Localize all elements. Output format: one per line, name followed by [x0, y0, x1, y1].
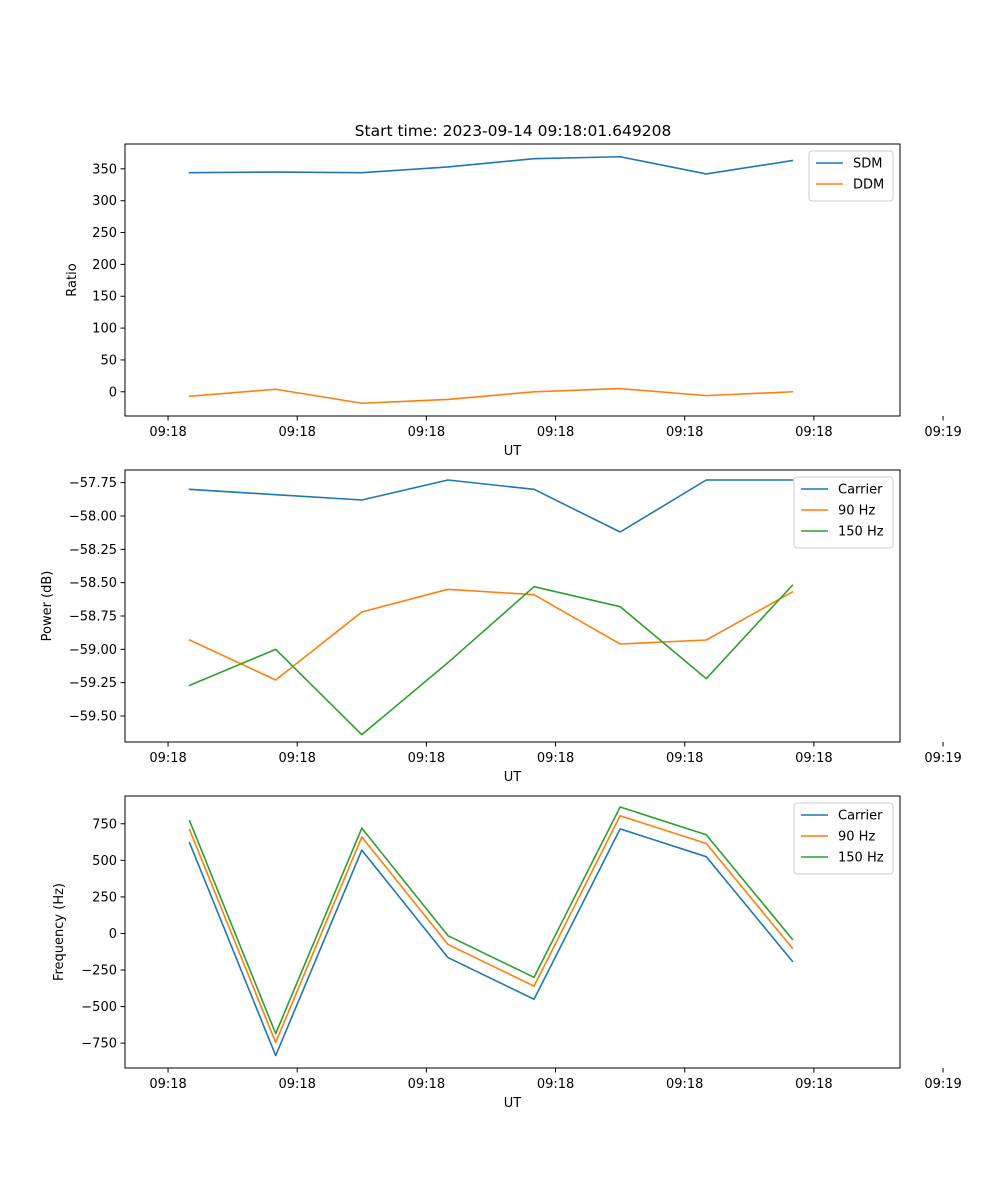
x-tick-label: 09:18	[408, 1077, 445, 1092]
y-tick-label: −57.75	[69, 476, 117, 491]
legend-label-90-hz: 90 Hz	[838, 504, 875, 519]
x-tick-label: 09:18	[666, 751, 703, 766]
series-line-carrier	[188, 479, 794, 533]
legend-label-150-hz: 150 Hz	[838, 525, 884, 540]
y-axis-label: Ratio	[65, 263, 80, 296]
x-tick-label: 09:18	[149, 1077, 186, 1092]
y-axis-label: Power (dB)	[40, 571, 55, 642]
y-tick-label: 250	[92, 226, 117, 241]
legend-label-ddm: DDM	[853, 178, 884, 193]
series-line-150-hz	[188, 806, 794, 1035]
y-tick-label: −58.00	[69, 510, 117, 525]
x-tick-label: 09:18	[795, 1077, 832, 1092]
y-tick-label: 200	[92, 258, 117, 273]
y-tick-label: 300	[92, 194, 117, 209]
series-line-sdm	[188, 155, 794, 175]
y-tick-label: 100	[92, 322, 117, 337]
y-tick-label: 500	[92, 854, 117, 869]
x-tick-label: 09:18	[408, 425, 445, 440]
x-tick-label: 09:18	[537, 425, 574, 440]
x-tick-label: 09:18	[537, 751, 574, 766]
y-tick-label: −250	[81, 964, 117, 979]
plot-area	[125, 796, 900, 1068]
chart-panel-3: 09:18 09:18 09:18 09:18 09:18 09:18 09:19 −750 −…	[52, 795, 962, 1111]
chart-panel-1: 09:18 09:18 09:18 09:18 09:18 09:18 09:19 0 50 10…	[65, 143, 962, 459]
y-axis-label: Frequency (Hz)	[52, 883, 67, 981]
series-line-ddm	[188, 387, 794, 405]
x-tick-label: 09:18	[795, 751, 832, 766]
y-tick-label: 0	[109, 927, 117, 942]
x-axis-label: UT	[504, 444, 522, 459]
y-tick-label: −58.75	[69, 610, 117, 625]
y-tick-label: 350	[92, 162, 117, 177]
y-tick-label: −58.25	[69, 543, 117, 558]
axes-frame	[124, 469, 901, 743]
x-axis-label: UT	[504, 770, 522, 785]
y-tick-label: −750	[81, 1037, 117, 1052]
plot-area	[125, 144, 900, 416]
y-tick-label: 150	[92, 290, 117, 305]
x-tick-label: 09:19	[924, 425, 961, 440]
legend-label-carrier: Carrier	[838, 809, 883, 824]
figure-title: Start time: 2023-09-14 09:18:01.649208	[355, 122, 672, 140]
x-tick-label: 09:19	[924, 751, 961, 766]
x-tick-label: 09:19	[924, 1077, 961, 1092]
legend: Carrier 90 Hz 150 Hz	[793, 802, 894, 875]
series-line-90-hz	[188, 814, 794, 1044]
y-tick-label: 250	[92, 890, 117, 905]
y-tick-label: −58.50	[69, 576, 117, 591]
x-tick-label: 09:18	[149, 425, 186, 440]
series-line-150-hz	[188, 584, 794, 736]
x-tick-label: 09:18	[795, 425, 832, 440]
y-tick-label: −59.00	[69, 643, 117, 658]
legend: SDM DDM	[808, 150, 894, 202]
legend-label-90-hz: 90 Hz	[838, 830, 875, 845]
y-tick-label: −59.25	[69, 676, 117, 691]
legend-label-150-hz: 150 Hz	[838, 851, 884, 866]
x-tick-label: 09:18	[666, 425, 703, 440]
x-tick-label: 09:18	[278, 1077, 315, 1092]
x-tick-label: 09:18	[278, 751, 315, 766]
x-tick-label: 09:18	[408, 751, 445, 766]
y-tick-label: −500	[81, 1000, 117, 1015]
legend: Carrier 90 Hz 150 Hz	[793, 476, 894, 549]
y-tick-label: 750	[92, 817, 117, 832]
axes-frame	[124, 143, 901, 417]
legend-label-sdm: SDM	[853, 157, 882, 172]
x-tick-label: 09:18	[537, 1077, 574, 1092]
chart-panel-2: 09:18 09:18 09:18 09:18 09:18 09:18 09:19 −59.5…	[40, 469, 962, 785]
y-tick-label: −59.50	[69, 710, 117, 725]
x-tick-label: 09:18	[149, 751, 186, 766]
series-line-carrier	[188, 828, 794, 1057]
x-tick-label: 09:18	[666, 1077, 703, 1092]
x-axis-label: UT	[504, 1096, 522, 1111]
y-tick-label: 50	[100, 353, 117, 368]
legend-label-carrier: Carrier	[838, 483, 883, 498]
series-line-90-hz	[188, 588, 794, 681]
y-tick-label: 0	[109, 385, 117, 400]
axes-frame	[124, 795, 901, 1069]
x-tick-label: 09:18	[278, 425, 315, 440]
